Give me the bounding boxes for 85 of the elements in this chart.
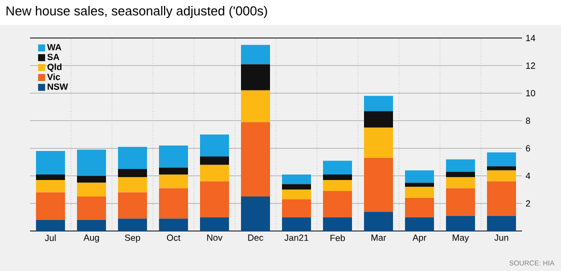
bar (36, 151, 65, 174)
bar (446, 177, 476, 188)
bar (200, 164, 230, 182)
y-tick-label: 2 (526, 200, 530, 207)
bar (364, 96, 394, 112)
x-tick-label: Feb (330, 234, 345, 242)
bar (446, 188, 476, 216)
bar (36, 220, 65, 231)
bar (405, 182, 434, 187)
x-tick-label: Aug (84, 234, 99, 243)
bar (405, 198, 434, 218)
y-tick-label: 12 (526, 62, 536, 69)
bar (323, 217, 352, 231)
bar (323, 174, 352, 180)
y-tick-label: 8 (526, 118, 530, 124)
y-tick-label: 4 (526, 172, 530, 179)
legend-label: WA (47, 44, 62, 50)
chart-title: New house sales, seasonally adjusted ('000s) (6, 6, 268, 18)
bar (487, 166, 516, 170)
bar (364, 212, 394, 231)
bar (77, 196, 106, 220)
bar (364, 158, 394, 212)
y-tick-label: 14 (526, 34, 536, 42)
bar (77, 176, 106, 183)
legend-label: NSW (48, 83, 68, 90)
bar (200, 156, 230, 165)
bar (241, 122, 270, 197)
bar (364, 128, 394, 158)
x-tick-label: Jan21 (284, 234, 308, 241)
bar (200, 181, 230, 218)
bar (282, 190, 312, 200)
bar (241, 196, 270, 231)
bar (241, 64, 270, 90)
bar (282, 174, 312, 184)
bar (446, 172, 476, 178)
bar (36, 180, 65, 192)
bar (118, 218, 147, 231)
bar (159, 218, 188, 231)
bar (118, 168, 147, 178)
bar (282, 199, 312, 218)
x-tick-label: Dec (248, 234, 264, 241)
bar (159, 188, 188, 219)
x-tick-label: Apr (412, 234, 426, 243)
bar (36, 174, 65, 180)
bar (405, 217, 434, 231)
bar (405, 170, 434, 183)
x-tick-label: Jul (44, 234, 56, 242)
legend-label: Vic (47, 73, 60, 80)
bar (241, 90, 270, 122)
x-tick-label: Sep (124, 234, 140, 243)
x-tick-label: Oct (166, 234, 180, 241)
bar (159, 168, 188, 174)
bar (282, 217, 312, 231)
bar (241, 44, 270, 64)
y-tick-label: 10 (526, 90, 536, 96)
x-tick-label: Mar (372, 234, 386, 241)
y-tick-label: 6 (526, 145, 530, 152)
bar (77, 150, 106, 176)
bar (446, 216, 476, 231)
legend-label: SA (47, 54, 60, 60)
bar (323, 160, 352, 174)
bar (487, 170, 516, 182)
bar (118, 177, 147, 192)
bar (364, 111, 394, 128)
bar (282, 184, 312, 190)
bar (487, 181, 516, 216)
bar (323, 191, 352, 218)
bar (323, 180, 352, 192)
bar (159, 174, 188, 188)
bar (405, 186, 434, 198)
bar (487, 216, 516, 231)
bar (36, 192, 65, 220)
x-tick-label: Jun (494, 234, 508, 241)
bar (118, 146, 147, 169)
bar (77, 182, 106, 197)
x-tick-label: May (452, 234, 469, 243)
bar (200, 217, 230, 231)
x-tick-label: Nov (207, 234, 222, 241)
bar (77, 220, 106, 231)
bar (200, 134, 230, 157)
bar (118, 192, 147, 219)
bar (487, 152, 516, 166)
bar (446, 159, 476, 172)
bar (159, 146, 188, 168)
legend-label: Qld (47, 64, 62, 72)
